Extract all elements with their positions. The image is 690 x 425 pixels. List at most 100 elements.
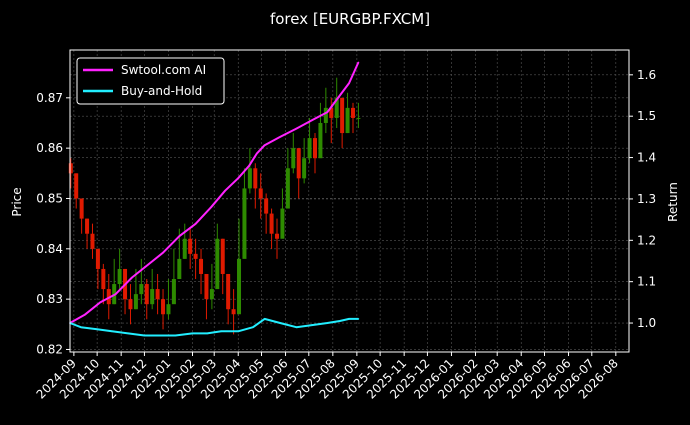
y2-tick-label: 1.1 <box>637 275 656 289</box>
y-tick-label: 0.86 <box>36 141 63 155</box>
swtool-return-point <box>256 152 258 155</box>
buyhold-return-point <box>158 334 160 337</box>
buyhold-return-point <box>348 318 350 320</box>
swtool-return-point <box>311 119 313 122</box>
y2-axis-label: Return <box>666 182 680 222</box>
swtool-return-point <box>295 127 298 130</box>
candle-body <box>177 258 182 280</box>
candle-body <box>117 268 122 285</box>
candle-body <box>79 198 84 219</box>
swtool-return-point <box>99 301 102 304</box>
swtool-return-point <box>131 276 133 279</box>
candle-body <box>296 148 301 179</box>
candle-body <box>204 273 209 300</box>
candle-body <box>101 268 106 290</box>
swtool-return-point <box>348 82 350 84</box>
y-tick-label: 0.87 <box>36 91 63 105</box>
candle-body <box>155 289 160 300</box>
swtool-return-point <box>210 206 212 209</box>
buyhold-return-point <box>174 334 177 337</box>
swtool-return-point <box>357 61 360 64</box>
candle-body <box>334 97 339 118</box>
y2-tick-label: 1.2 <box>637 233 656 247</box>
candle-body <box>226 273 231 310</box>
y-axis-label: Price <box>10 187 24 216</box>
candle-body <box>285 168 290 209</box>
candle-body <box>85 218 90 234</box>
y2-tick-label: 1.3 <box>637 192 656 206</box>
candle-body <box>356 117 361 119</box>
candle-body <box>74 173 79 199</box>
swtool-return-point <box>114 293 117 295</box>
buyhold-return-point <box>80 326 82 328</box>
candle-body <box>144 284 149 305</box>
candle-body <box>340 97 345 134</box>
swtool-return-point <box>146 264 149 266</box>
legend: Swtool.com AI Buy-and-Hold <box>76 57 225 105</box>
candle-body <box>182 238 187 259</box>
candle-body <box>275 233 280 239</box>
candle-body <box>215 238 220 290</box>
y2-tick-label: 1.0 <box>637 316 656 330</box>
y2-tick-label: 1.5 <box>637 109 656 123</box>
candle-body <box>171 279 176 305</box>
swtool-return-point <box>224 189 226 192</box>
legend-box <box>76 57 225 105</box>
candle-body <box>139 284 144 295</box>
swtool-return-point <box>279 136 281 138</box>
candle-body <box>193 253 198 259</box>
buyhold-return-point <box>237 330 240 333</box>
swtool-return-line <box>69 61 360 324</box>
candle-body <box>323 107 328 123</box>
y-tick-label: 0.82 <box>36 342 63 356</box>
candle-body <box>291 148 296 169</box>
swtool-return-point <box>263 144 266 146</box>
buyhold-return-point <box>96 328 98 331</box>
candle-body <box>90 233 95 249</box>
candle-body <box>269 213 274 234</box>
candle-body <box>95 248 100 269</box>
candle-body <box>302 158 307 179</box>
candle-body <box>318 122 323 159</box>
swtool-return-point <box>194 222 197 225</box>
plot-frame <box>69 49 630 353</box>
buyhold-return-point <box>311 324 313 326</box>
swtool-return-point <box>83 313 86 316</box>
candle-body <box>247 168 252 189</box>
legend-label-swtool: Swtool.com AI <box>121 63 206 77</box>
swtool-return-point <box>248 165 250 167</box>
buyhold-return-point <box>326 322 329 324</box>
candle-body <box>188 238 193 254</box>
swtool-return-point <box>162 251 164 254</box>
y2-tick-label: 1.4 <box>637 151 656 165</box>
candle-body <box>350 107 355 118</box>
buyhold-return-point <box>111 330 113 333</box>
buyhold-return-point <box>295 326 298 328</box>
y-tick-label: 0.85 <box>36 191 63 205</box>
buyhold-return-point <box>191 332 194 335</box>
candle-body <box>345 107 350 134</box>
candle-body <box>166 304 171 315</box>
swtool-return-point <box>237 177 240 180</box>
candle-body <box>150 289 155 305</box>
candle-body <box>280 208 285 239</box>
candle-body <box>312 138 317 159</box>
candle-body <box>264 198 269 214</box>
buyhold-return-point <box>127 332 129 335</box>
buyhold-return-point <box>357 318 360 320</box>
y-tick-label: 0.83 <box>36 292 63 306</box>
candle-body <box>209 289 214 300</box>
buyhold-return-point <box>220 330 222 333</box>
candle-body <box>128 299 133 310</box>
y2-tick-label: 1.6 <box>637 68 656 82</box>
chart-title: forex [EURGBP.FXCM] <box>270 10 430 28</box>
swtool-return-point <box>178 235 181 237</box>
candle-body <box>68 163 73 174</box>
buyhold-return-point <box>206 332 209 335</box>
buyhold-return-point <box>279 322 281 324</box>
legend-label-buyhold: Buy-and-Hold <box>121 84 202 98</box>
candle-body <box>258 188 263 199</box>
candle-body <box>242 188 247 259</box>
candle-body <box>220 238 225 274</box>
